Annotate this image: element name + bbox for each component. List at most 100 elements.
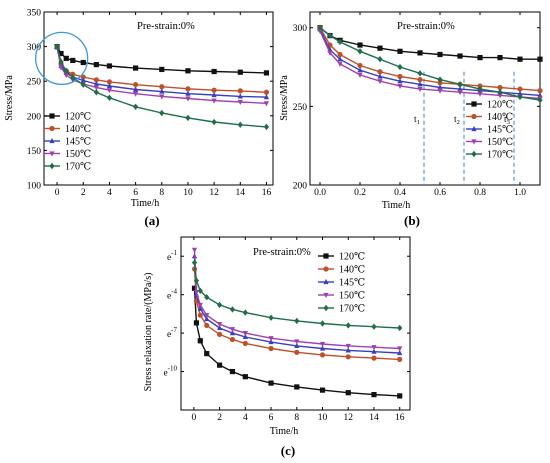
data-point [377,79,383,85]
data-point [242,340,248,346]
data-point [337,51,343,58]
data-point [211,98,217,104]
data-point [106,79,113,85]
data-point [133,103,139,111]
data-point [319,387,326,393]
data-point [191,285,198,291]
data-point [357,48,363,55]
series-line [193,256,400,354]
data-point [133,65,139,71]
data-point [537,92,543,98]
x-tick-label: 0.2 [354,188,366,198]
legend-marker [49,137,55,144]
y-tick-label: e-1 [167,249,178,263]
data-point [517,56,523,62]
data-point [377,69,383,75]
data-point [185,86,191,92]
data-point [106,63,113,69]
plot-layer: 0 2 4 6 8 10 12 14 16100150200250300350120℃140℃1… [27,9,543,423]
data-point [93,80,99,87]
x-tick-label: 2 [81,188,86,198]
legend-marker [323,253,329,259]
data-point [319,320,326,327]
plot-frame [43,11,274,186]
x-tick-label: 0 [55,188,60,198]
data-point [345,354,351,360]
x-tick-label: 6 [133,188,138,198]
data-point [93,89,99,96]
x-tick-label: 0.8 [474,188,486,198]
data-point [537,88,543,94]
data-point [345,322,351,329]
data-point [193,290,200,296]
data-point [371,355,377,361]
x-tick-label: 14 [369,413,379,423]
legend-label: 150℃ [487,137,513,148]
data-point [211,68,217,75]
data-point [263,70,270,76]
data-point [237,99,243,106]
data-point [417,50,423,56]
data-point [70,57,76,64]
data-point [417,86,423,93]
data-point [377,55,383,63]
legend-marker [323,304,329,312]
data-point [193,277,200,284]
data-point [80,81,86,88]
legend-label: 170℃ [339,304,365,315]
legend-label: 120℃ [65,112,91,123]
data-point [263,94,270,100]
data-point [216,301,223,309]
data-point [437,84,443,90]
time-marker-label: t2 [454,115,460,126]
x-tick-label: 2 [217,413,222,423]
y-tick-label: 250 [293,103,308,113]
data-point [159,94,165,100]
x-tick-label: 0.0 [314,188,326,198]
data-point [204,315,210,322]
data-point [497,93,503,99]
data-point [294,317,300,325]
data-point [457,85,463,92]
data-point [242,374,248,380]
data-point [237,121,243,128]
data-point [294,349,300,355]
x-tick-label: 0 [191,413,196,423]
data-point [294,384,300,390]
data-point [159,109,165,117]
x-tick-label: 10 [183,188,193,198]
data-point [229,368,236,375]
data-point [327,50,333,56]
data-point [159,84,165,90]
data-point [497,89,503,96]
data-point [242,309,248,316]
data-point [80,59,86,66]
data-point [80,77,86,83]
data-point [317,24,323,31]
legend-marker [49,151,55,157]
data-point [197,287,203,295]
data-point [377,45,383,51]
y-tick-label: 200 [293,182,308,192]
data-point [229,336,236,343]
data-point [159,88,165,94]
data-point [397,63,403,71]
data-point [54,43,60,50]
x-tick-label: 1.0 [514,188,526,198]
legend-marker [323,278,329,285]
data-point [106,82,113,89]
data-point [268,314,274,321]
data-point [397,83,403,90]
data-point [133,82,139,88]
y-tick-label: e-4 [167,288,178,302]
data-point [197,302,203,309]
x-tick-label: 16 [395,413,405,423]
legend-label: 140℃ [487,112,513,123]
x-tick-label: 8 [159,188,164,198]
data-point [497,55,503,61]
data-point [237,88,243,94]
data-point [397,393,403,399]
